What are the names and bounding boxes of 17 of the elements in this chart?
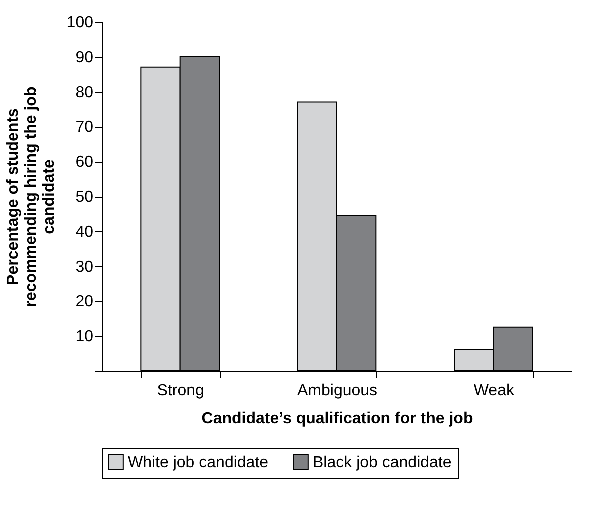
y-tick-label: 10	[76, 328, 94, 346]
x-tick-label: Strong	[157, 382, 204, 400]
legend-label: White job candidate	[128, 454, 269, 472]
y-tick-label: 90	[76, 49, 94, 66]
y-tick-label: 30	[76, 258, 94, 276]
y-tick-label: 80	[76, 84, 94, 102]
x-tick-label: Ambiguous	[297, 382, 378, 400]
x-axis-title: Candidate’s qualification for the job	[202, 410, 474, 428]
y-tick-label: 50	[76, 189, 94, 206]
x-tick-label: Weak	[474, 382, 516, 400]
y-tick-label: 20	[76, 294, 94, 311]
y-tick-label: 70	[76, 119, 94, 136]
y-tick-label: 40	[76, 224, 94, 241]
y-tick-label: 60	[76, 154, 94, 172]
y-axis-title: Percentage of students recommending hiring the job candidate	[4, 86, 58, 308]
legend-label: Black job candidate	[313, 454, 452, 472]
y-tick-label: 100	[66, 14, 94, 32]
